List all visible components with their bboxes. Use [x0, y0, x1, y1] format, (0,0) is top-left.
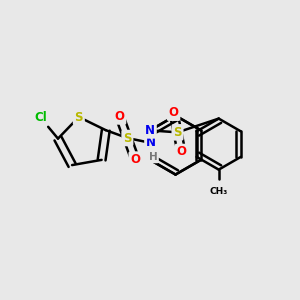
- Text: CH₃: CH₃: [210, 187, 228, 196]
- Text: N: N: [146, 136, 156, 149]
- Text: O: O: [115, 110, 124, 123]
- Text: S: S: [75, 110, 83, 124]
- Text: N: N: [145, 124, 155, 137]
- Text: S: S: [173, 126, 182, 139]
- Text: S: S: [123, 131, 132, 145]
- Text: Cl: Cl: [34, 110, 47, 124]
- Text: O: O: [169, 106, 178, 119]
- Text: O: O: [130, 153, 140, 166]
- Text: H: H: [148, 152, 157, 162]
- Text: O: O: [176, 146, 186, 158]
